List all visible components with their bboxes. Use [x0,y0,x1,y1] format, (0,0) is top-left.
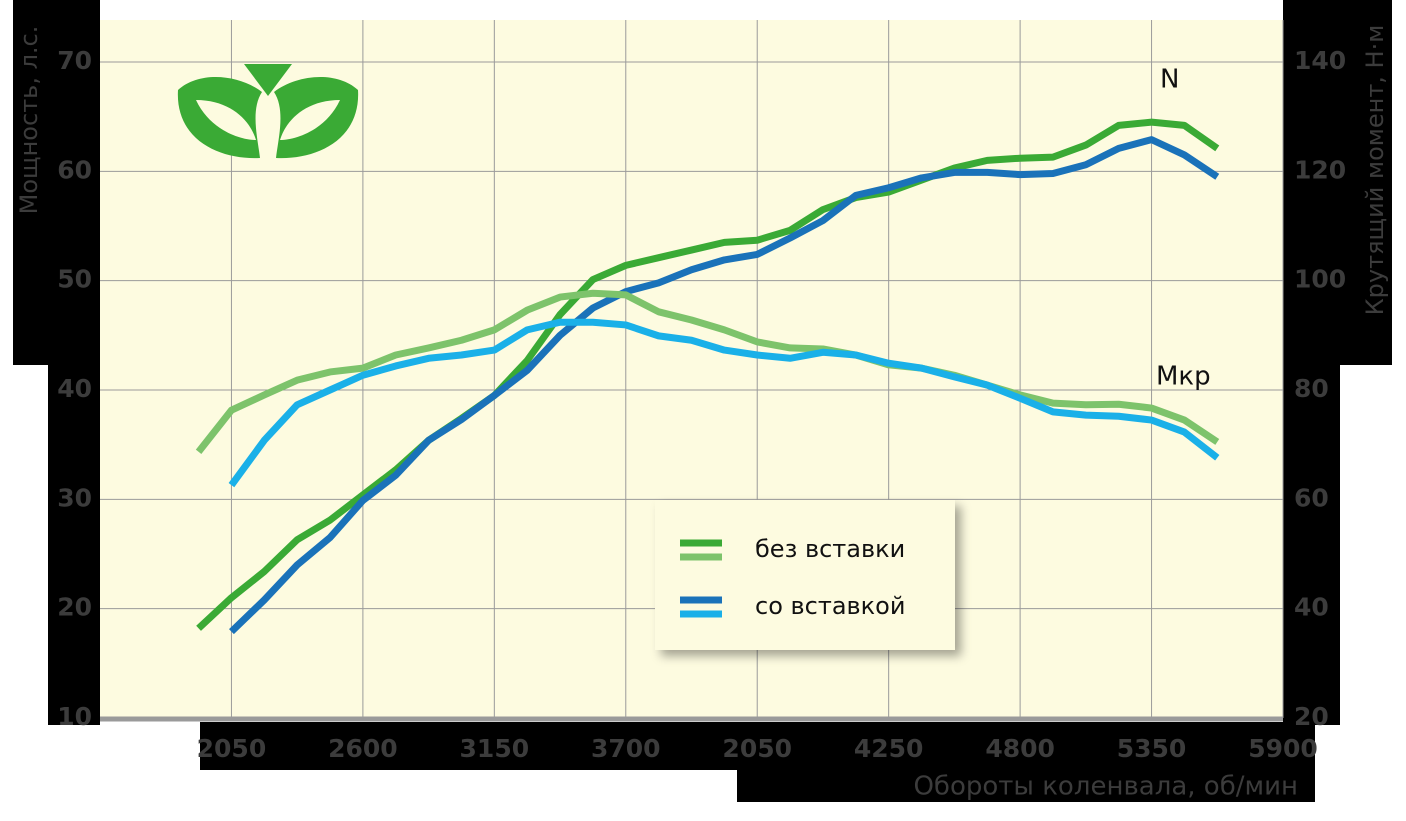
x-tick-label: 5350 [1117,734,1187,763]
y2-tick-label: 80 [1294,374,1329,403]
x-tick-label: 5900 [1248,734,1318,763]
x-tick-label: 3700 [591,734,661,763]
left-band [13,0,100,365]
y-tick-label: 50 [57,265,92,294]
y-tick-label: 10 [57,702,92,731]
bottom-band [200,722,1315,770]
y2-tick-label: 20 [1294,702,1329,731]
bottom-band [737,768,1315,802]
lines [195,118,1220,635]
annotation: N [1160,65,1179,95]
y-tick-label: 40 [57,374,92,403]
series-line [228,318,1220,488]
y2-tick-label: 140 [1294,46,1346,75]
right-band [1283,0,1392,365]
x-axis-title: Обороты коленвала, об/мин [913,772,1298,802]
x-tick-label: 2050 [722,734,792,763]
y-axis-title: Мощность, л.с. [15,26,43,215]
series-line [195,289,1220,454]
y2-axis-title: Крутящий момент, Н·м [1361,25,1389,316]
logo [177,64,359,159]
legend-label: со вставкой [755,592,905,620]
y2-tick-label: 40 [1294,593,1329,622]
x-tick-label: 4800 [985,734,1055,763]
y-tick-label: 70 [57,46,92,75]
y2-tick-label: 100 [1294,265,1346,294]
y-tick-label: 20 [57,593,92,622]
legend-label: без вставки [755,535,905,563]
series-line [196,118,1220,631]
series-line [229,136,1220,635]
legend-box [655,500,955,650]
y2-tick-label: 120 [1294,155,1346,184]
x-tick-label: 2600 [328,734,398,763]
legend: без вставки со вставкой [680,535,905,620]
annotation: Мкр [1156,362,1211,392]
x-tick-label: 3150 [460,734,530,763]
y-tick-label: 60 [57,155,92,184]
y-tick-label: 30 [57,483,92,512]
x-tick-label: 2050 [197,734,267,763]
right-band [1283,365,1340,725]
y2-tick-label: 60 [1294,483,1329,512]
left-band [48,365,100,725]
x-tick-label: 4250 [854,734,924,763]
